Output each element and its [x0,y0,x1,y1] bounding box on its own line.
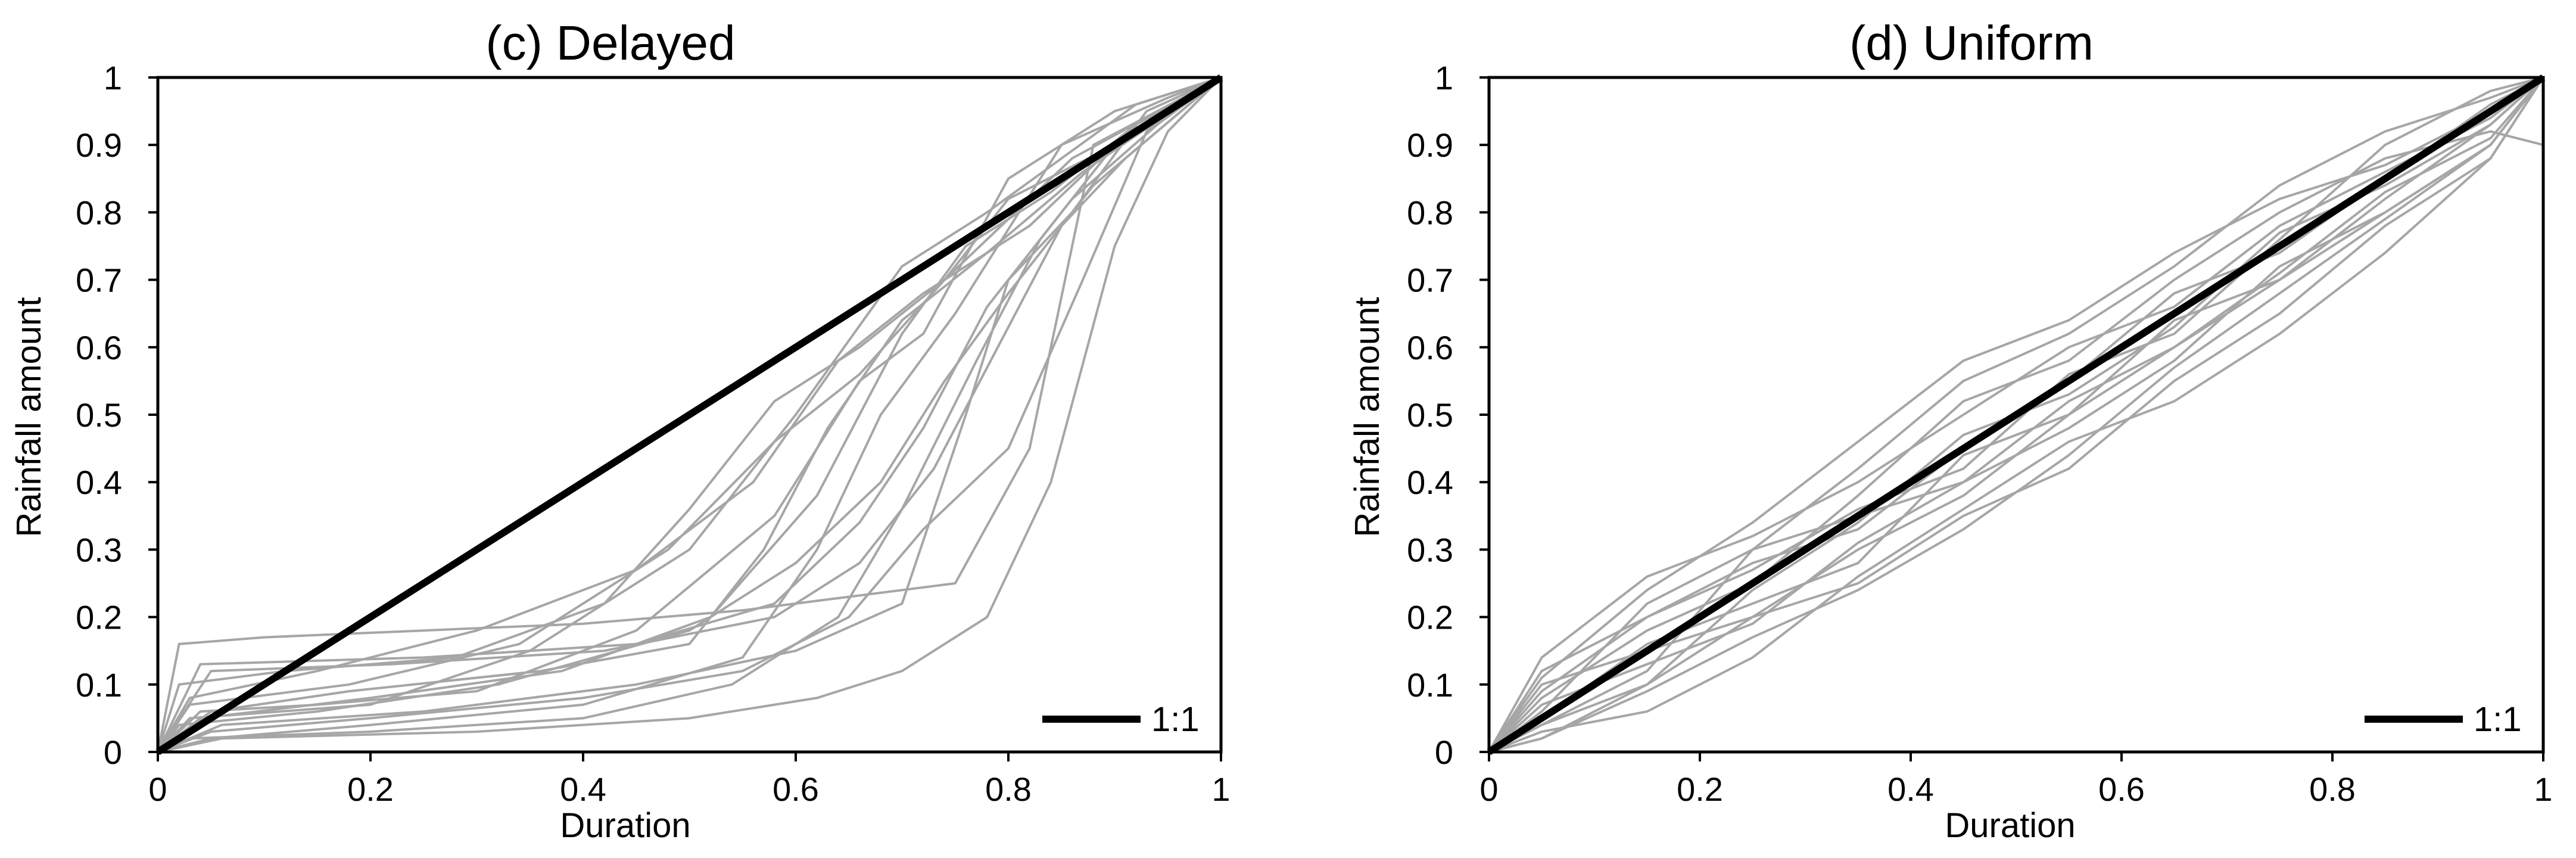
x-tick-label: 0.6 [2098,770,2145,808]
y-tick-label: 0.2 [76,599,122,636]
series-line-12 [1488,76,2544,753]
series-line-3 [157,76,1222,753]
series-line-9 [1488,76,2544,753]
series-line-14 [157,76,1222,753]
x-tick-label: 0.2 [1677,770,1723,808]
chart-panel-uniform: (d) Uniform Rainfall amount Duration 0 0.… [1348,16,2553,845]
y-tick-label: 0 [104,733,122,771]
x-tick-label: 0.8 [985,770,1032,808]
series-line-8 [1488,76,2544,753]
y-tick-label: 0.2 [1407,599,1453,636]
y-tick-label: 0.4 [1407,464,1453,501]
y-tick-label: 0.7 [1407,262,1453,299]
series-line-7 [1488,76,2544,753]
y-tick-label: 0.6 [76,329,122,366]
y-tick-label: 0.5 [1407,396,1453,434]
y-tick-label: 0.3 [1407,531,1453,568]
series-line-7 [157,76,1222,753]
series-line-4 [157,76,1222,753]
series-line-12 [157,76,1222,753]
y-tick-label: 0.7 [76,262,122,299]
chart-panel-delayed: (c) Delayed Rainfall amount Duration 0 0.… [10,16,1231,845]
x-tick-label: 0.6 [773,770,819,808]
y-tick-label: 0.9 [1407,126,1453,164]
reference-line-1-1 [155,74,1223,756]
legend-label: 1:1 [1151,700,1200,739]
series-line-16 [157,76,1222,753]
series-line-11 [157,76,1222,753]
series-line-15 [157,76,1222,753]
x-tick-label: 0 [1479,770,1498,808]
y-tick-label: 0 [1435,733,1453,771]
chart-title: (d) Uniform [1849,16,2094,70]
y-tick-label: 0.9 [76,126,122,164]
series-line-10 [157,76,1222,753]
x-axis-label: Duration [1945,806,2075,845]
x-tick-label: 0.4 [560,770,606,808]
y-tick-label: 0.1 [76,666,122,704]
x-tick-label: 0.8 [2309,770,2356,808]
series-line-13 [1488,76,2544,753]
series-line-2 [157,76,1222,753]
x-tick-label: 1 [2534,770,2552,808]
series-line-13 [157,76,1222,753]
x-tick-label: 0.2 [347,770,394,808]
reference-line-1-1 [1487,74,2546,756]
series-line-11 [1488,76,2544,753]
x-axis-label: Duration [560,806,690,845]
x-tick-label: 0.4 [1887,770,1934,808]
x-tick-label: 0 [148,770,167,808]
y-tick-label: 1 [104,59,122,97]
y-tick-label: 0.8 [1407,194,1453,231]
series-line-10 [1488,76,2544,753]
y-axis-label: Rainfall amount [1348,297,1387,537]
y-tick-label: 0.3 [76,531,122,568]
legend-label: 1:1 [2474,700,2522,739]
series-line-6 [1488,76,2544,753]
y-tick-label: 0.8 [76,194,122,231]
y-tick-label: 0.4 [76,464,122,501]
series-line-8 [157,76,1222,753]
y-tick-label: 0.6 [1407,329,1453,366]
y-tick-label: 1 [1435,59,1453,97]
y-tick-label: 0.5 [76,396,122,434]
y-axis-label: Rainfall amount [10,297,48,537]
chart-title: (c) Delayed [485,16,735,70]
x-tick-label: 1 [1211,770,1230,808]
y-tick-label: 0.1 [1407,666,1453,704]
series-line-1 [157,76,1222,753]
